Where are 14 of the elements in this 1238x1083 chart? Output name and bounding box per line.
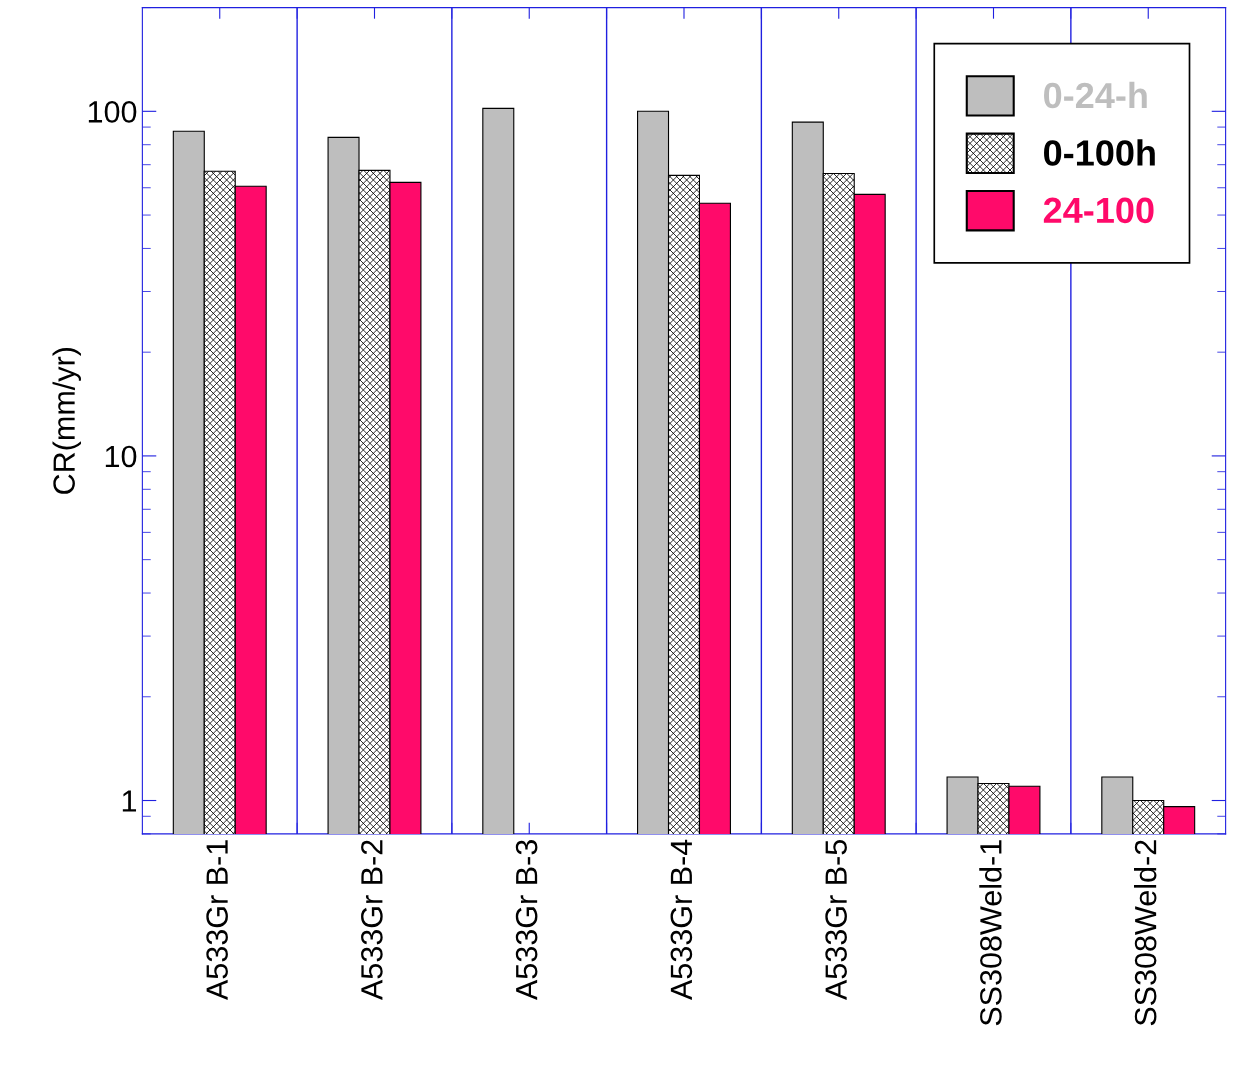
x-tick-label: A533Gr B-4 [670, 839, 693, 1001]
legend-label: 24-100 [1043, 197, 1154, 224]
x-tick-label: A533Gr B-3 [515, 840, 538, 1001]
y-tick-label: 10 [105, 445, 137, 468]
x-tick-label: A533Gr B-1 [206, 840, 228, 1001]
y-axis-title: CR(mm/yr) [52, 347, 81, 494]
x-tick-label: SS308Weld-2 [1134, 840, 1157, 1026]
y-tick-label: 1 [122, 790, 137, 812]
y-tick-label: 100 [88, 101, 137, 123]
x-tick-label: SS308Weld-1 [979, 840, 1002, 1026]
x-tick-label: A533Gr B-5 [825, 840, 847, 1001]
legend-label: 0-100h [1044, 139, 1155, 166]
x-tick-label: A533Gr B-2 [361, 840, 383, 1001]
legend-label: 0-24-h [1044, 81, 1147, 109]
